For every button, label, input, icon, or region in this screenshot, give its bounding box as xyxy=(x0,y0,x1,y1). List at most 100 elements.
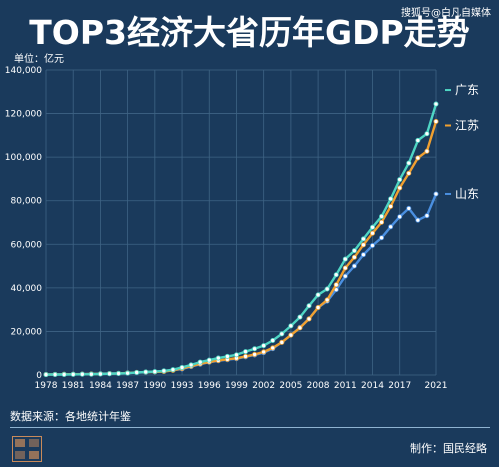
data-point-jiangsu xyxy=(270,345,276,351)
data-point-guangdong xyxy=(125,370,131,376)
data-point-jiangsu xyxy=(261,349,267,355)
x-tick-label: 2005 xyxy=(279,381,302,391)
data-point-guangdong xyxy=(379,213,385,219)
y-tick-label: 20,000 xyxy=(11,327,43,337)
y-tick-label: 60,000 xyxy=(11,240,43,250)
data-point-shandong xyxy=(433,191,439,197)
chart-credit: 制作：国民经略 xyxy=(410,442,487,455)
x-tick-label: 2008 xyxy=(307,381,330,391)
data-point-guangdong xyxy=(70,371,76,377)
data-point-guangdong xyxy=(424,131,430,137)
data-point-jiangsu xyxy=(279,339,285,345)
y-tick-label: 80,000 xyxy=(11,197,43,207)
x-axis-ticks: 1978 1981 1984 1987 1990 1993 1996 1999 2002 2005… xyxy=(35,381,448,391)
data-point-jiangsu xyxy=(324,297,330,303)
data-point-jiangsu xyxy=(370,230,376,236)
data-point-jiangsu xyxy=(397,185,403,191)
data-point-jiangsu xyxy=(297,325,303,331)
data-point-shandong xyxy=(342,273,348,279)
y-tick-label: 40,000 xyxy=(11,284,43,294)
data-point-guangdong xyxy=(433,101,439,107)
y-tick-label: 100,000 xyxy=(5,153,42,163)
data-point-guangdong xyxy=(351,248,357,254)
data-point-jiangsu xyxy=(415,155,421,161)
data-point-guangdong xyxy=(197,359,203,365)
data-point-guangdong xyxy=(206,357,212,363)
y-axis-unit: 单位：亿元 xyxy=(14,54,64,65)
data-point-guangdong xyxy=(406,160,412,166)
divider-line xyxy=(10,427,490,428)
data-point-shandong xyxy=(388,224,394,230)
data-point-jiangsu xyxy=(243,353,249,359)
data-point-guangdong xyxy=(233,352,239,358)
data-point-guangdong xyxy=(415,137,421,143)
y-tick-label: 140,000 xyxy=(5,66,42,76)
data-point-jiangsu xyxy=(406,170,412,176)
y-tick-label: 120,000 xyxy=(5,110,42,120)
data-point-shandong xyxy=(379,235,385,241)
x-tick-label: 1987 xyxy=(116,381,139,391)
x-tick-label: 1978 xyxy=(35,381,58,391)
gdp-line-chart: 0 20,000 40,000 60,000 80,000 100,000 120,000 1… xyxy=(5,66,479,391)
data-point-guangdong xyxy=(116,371,122,377)
data-point-jiangsu xyxy=(388,203,394,209)
data-point-guangdong xyxy=(252,346,258,352)
data-point-guangdong xyxy=(297,314,303,320)
data-point-shandong xyxy=(415,217,421,223)
data-point-guangdong xyxy=(134,369,140,375)
data-point-shandong xyxy=(370,243,376,249)
y-axis-ticks: 0 20,000 40,000 60,000 80,000 100,000 120,000 1… xyxy=(5,66,42,381)
data-point-jiangsu xyxy=(252,351,258,357)
data-point-guangdong xyxy=(224,353,230,359)
data-point-guangdong xyxy=(61,371,67,377)
x-tick-label: 1999 xyxy=(225,381,248,391)
x-tick-label: 1981 xyxy=(62,381,85,391)
series-line-guangdong xyxy=(45,103,438,376)
data-point-guangdong xyxy=(388,196,394,202)
data-point-jiangsu xyxy=(342,265,348,271)
data-point-guangdong xyxy=(333,272,339,278)
data-point-guangdong xyxy=(179,364,185,370)
x-tick-label: 2011 xyxy=(334,381,357,391)
x-tick-label: 2002 xyxy=(252,381,275,391)
legend-label-shandong: 山东 xyxy=(455,187,479,201)
brand-logo xyxy=(12,436,42,462)
data-point-guangdong xyxy=(152,369,158,375)
x-tick-label: 1996 xyxy=(198,381,221,391)
data-point-guangdong xyxy=(188,362,194,368)
x-tick-label: 1993 xyxy=(171,381,194,391)
data-point-guangdong xyxy=(288,323,294,329)
legend-label-guangdong: 广东 xyxy=(455,83,479,97)
data-point-guangdong xyxy=(270,337,276,343)
x-tick-label: 2014 xyxy=(361,381,384,391)
series-line-jiangsu xyxy=(45,121,438,376)
data-point-guangdong xyxy=(324,286,330,292)
data-point-shandong xyxy=(360,252,366,258)
data-point-guangdong xyxy=(161,368,167,374)
data-point-guangdong xyxy=(315,292,321,298)
data-point-shandong xyxy=(351,263,357,269)
data-point-guangdong xyxy=(261,343,267,349)
watermark-text: 搜狐号@白凡自媒体 xyxy=(401,8,491,19)
data-point-jiangsu xyxy=(424,148,430,154)
data-point-jiangsu xyxy=(360,242,366,248)
data-point-guangdong xyxy=(106,371,112,377)
data-point-guangdong xyxy=(88,371,94,377)
data-point-guangdong xyxy=(170,367,176,373)
data-point-guangdong xyxy=(97,371,103,377)
data-point-shandong xyxy=(406,205,412,211)
data-point-jiangsu xyxy=(315,305,321,311)
data-point-guangdong xyxy=(143,369,149,375)
data-point-jiangsu xyxy=(433,118,439,124)
data-point-guangdong xyxy=(306,303,312,309)
chart-title: TOP3经济大省历年GDP走势 xyxy=(29,13,470,52)
data-point-guangdong xyxy=(43,372,49,378)
data-point-shandong xyxy=(397,214,403,220)
data-point-jiangsu xyxy=(333,282,339,288)
x-tick-label: 2021 xyxy=(425,381,448,391)
data-point-shandong xyxy=(424,213,430,219)
y-tick-label: 0 xyxy=(36,371,42,381)
data-point-guangdong xyxy=(79,371,85,377)
chart-grid xyxy=(45,69,437,376)
data-point-jiangsu xyxy=(379,219,385,225)
